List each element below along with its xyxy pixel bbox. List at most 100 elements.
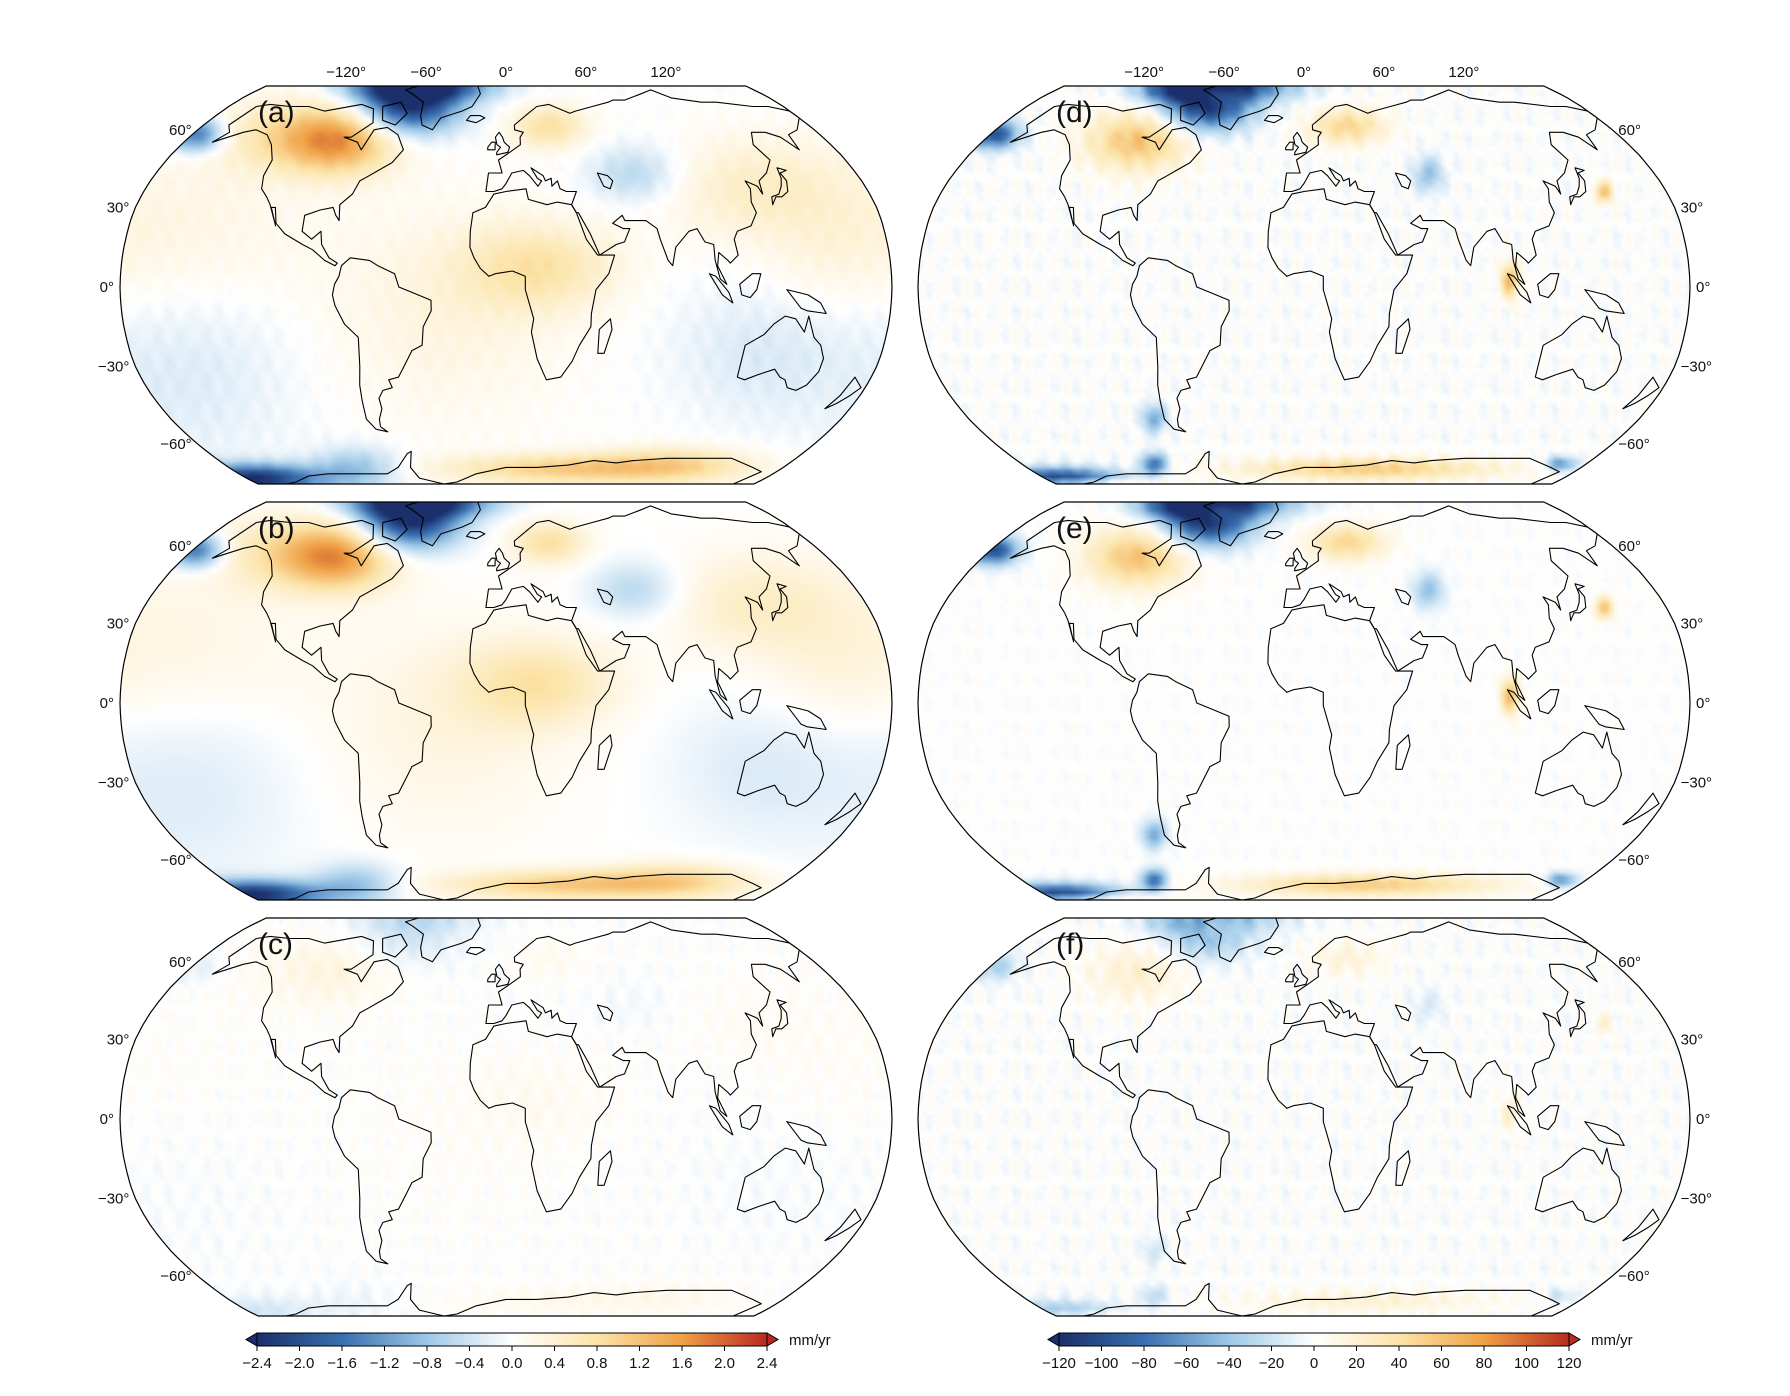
coastline-uk	[1292, 131, 1309, 156]
map-panel: (f) 60° 30° 0° −30° −60°	[917, 917, 1712, 1317]
lat-tick-label: −60°	[1618, 1268, 1649, 1285]
colorbar-tick-label: −0.4	[455, 1355, 485, 1372]
coastline-uk	[494, 963, 511, 988]
coastline-africa	[469, 188, 616, 381]
colorbar-tick-label: 1.2	[629, 1355, 650, 1372]
colorbar-tick-label: 80	[1476, 1355, 1493, 1372]
coastline-north-america	[1009, 519, 1202, 683]
coastline-uk	[494, 547, 511, 572]
anomaly-field	[120, 918, 892, 1316]
coastline-new-guinea	[1584, 705, 1625, 731]
coastline-antarctica	[1055, 866, 1560, 900]
lat-tick-label: 30°	[107, 1031, 130, 1048]
coastline-iceland	[1263, 947, 1284, 956]
coastline-ireland	[1285, 973, 1294, 983]
coastline-africa	[469, 1020, 616, 1213]
coastline-greenland	[404, 502, 481, 547]
coastline-sumatra	[1506, 689, 1532, 720]
coastline-madagascar	[597, 1150, 613, 1186]
lon-tick-label: −120°	[326, 64, 366, 81]
coastline-africa	[1267, 604, 1414, 797]
colorbar-extend-min	[245, 1332, 258, 1347]
coastlines	[211, 918, 862, 1316]
lon-tick-label: 120°	[1448, 64, 1479, 81]
coastline-madagascar	[1395, 734, 1411, 770]
coastline-iceland	[465, 531, 486, 540]
lat-tick-label: −60°	[1618, 852, 1649, 869]
coastline-uk	[1292, 547, 1309, 572]
coastlines	[211, 502, 862, 900]
coastline-ireland	[487, 141, 496, 151]
coastline-new-guinea	[1584, 289, 1625, 315]
lon-tick-label: 0°	[1297, 64, 1311, 81]
coastlines	[211, 86, 862, 484]
coastline-caspian	[596, 172, 614, 190]
lat-tick-label: 60°	[169, 122, 192, 139]
coastline-uk	[494, 131, 511, 156]
lon-tick-label: −60°	[1208, 64, 1239, 81]
map-frame	[917, 501, 1691, 901]
colorbar-tick-label: 2.4	[757, 1355, 778, 1372]
coastline-new-guinea	[786, 289, 827, 315]
anomaly-field	[918, 502, 1690, 900]
coastline-ireland	[1285, 557, 1294, 567]
colorbar-tick-label: −2.4	[242, 1355, 272, 1372]
map-panel: (d) 60° 30° 0° −30° −60° −120° −60° 0° 60° 120°	[917, 64, 1712, 485]
coastline-ireland	[487, 557, 496, 567]
colorbar-tick-label: 0.4	[544, 1355, 565, 1372]
colorbar-tick-label: −20	[1259, 1355, 1284, 1372]
colorbar-tick-label: 0.0	[502, 1355, 523, 1372]
coastline-caspian	[1394, 588, 1412, 606]
coastline-new-zealand	[1622, 376, 1660, 410]
lon-tick-label: −60°	[410, 64, 441, 81]
coastline-north-america	[211, 103, 404, 267]
colorbar-tick-label: −1.2	[370, 1355, 400, 1372]
colorbar-gradient	[256, 1332, 768, 1347]
coastline-antarctica	[257, 866, 762, 900]
lat-tick-label: 0°	[100, 695, 114, 712]
colorbar-unit: mm/yr	[1591, 1332, 1633, 1349]
coastline-australia	[1534, 315, 1623, 391]
coastline-australia	[736, 731, 825, 807]
coastline-greenland	[1202, 502, 1279, 547]
map-frame	[119, 85, 893, 485]
lon-tick-label: −120°	[1124, 64, 1164, 81]
map-panel: (a) 60° 30° 0° −30° −60° −120° −60° 0° 60° 120°	[98, 64, 893, 485]
colorbar-left: −2.4 −2.0 −1.6 −1.2 −0.8 −0.4 0.0 0.4 0.8 1.2 1.6 2…	[242, 1332, 830, 1372]
colorbar-extend-min	[1047, 1332, 1060, 1347]
lat-tick-label: −30°	[1681, 1191, 1712, 1208]
coastlines	[1009, 918, 1660, 1316]
coastline-baffin	[382, 933, 408, 958]
coastline-japan	[1569, 583, 1587, 622]
lat-tick-label: 30°	[107, 199, 130, 216]
coastline-eurasia	[1283, 505, 1598, 701]
colorbar-tick-label: 2.0	[714, 1355, 735, 1372]
coastline-baffin	[1180, 933, 1206, 958]
colorbar-tick-label: −120	[1042, 1355, 1076, 1372]
coastline-japan	[1569, 999, 1587, 1038]
colorbar-tick-label: −0.8	[412, 1355, 442, 1372]
panel-label: (f)	[1056, 928, 1084, 961]
coastline-new-zealand	[824, 1208, 862, 1242]
lat-tick-label: 0°	[1696, 279, 1710, 296]
coastline-north-america	[1009, 935, 1202, 1099]
coastline-australia	[1534, 731, 1623, 807]
map-panel: (b) 60° 30° 0° −30° −60°	[98, 501, 893, 901]
coastline-borneo	[739, 1105, 762, 1131]
lat-tick-label: 0°	[100, 1111, 114, 1128]
coastline-new-zealand	[1622, 792, 1660, 826]
coastline-japan	[771, 583, 789, 622]
coastline-greenland	[404, 918, 481, 963]
coastline-north-america	[1009, 103, 1202, 267]
coastline-sumatra	[1506, 273, 1532, 304]
coastline-iceland	[465, 947, 486, 956]
colorbar-tick-label: 60	[1433, 1355, 1450, 1372]
lon-tick-label: 0°	[499, 64, 513, 81]
map-frame	[119, 501, 893, 901]
coastlines	[1009, 86, 1660, 484]
anomaly-field	[120, 502, 892, 900]
coastline-south-america	[1129, 257, 1230, 433]
colorbar-tick-label: −1.6	[327, 1355, 357, 1372]
coastline-greenland	[1202, 918, 1279, 963]
